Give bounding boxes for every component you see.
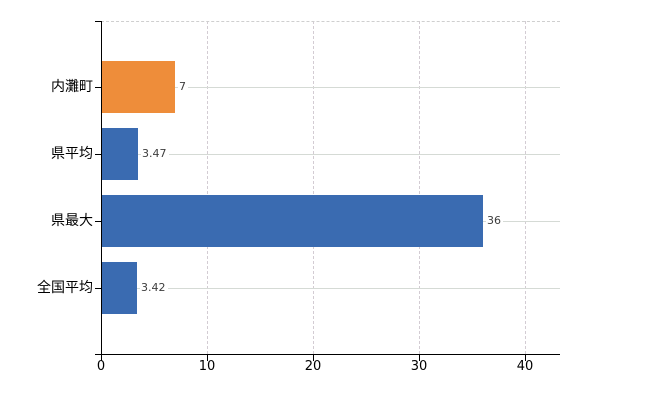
vertical-gridline: [313, 21, 314, 354]
category-label: 内灘町: [51, 79, 93, 95]
vertical-gridline: [207, 21, 208, 354]
bar: [102, 61, 175, 113]
bar: [102, 128, 138, 180]
bar: [102, 195, 483, 247]
bar-value-label: 3.47: [141, 146, 169, 162]
x-tick-label: 10: [198, 359, 216, 374]
plot-top-border: [101, 21, 560, 22]
x-tick-label: 0: [96, 359, 106, 374]
vertical-gridline: [419, 21, 420, 354]
axis-tick: [101, 354, 102, 361]
horizontal-gridline: [102, 87, 560, 88]
horizontal-gridline: [102, 288, 560, 289]
category-label: 全国平均: [37, 280, 93, 296]
category-label: 県平均: [51, 146, 93, 162]
axis-tick: [525, 354, 526, 361]
x-tick-label: 20: [304, 359, 322, 374]
vertical-gridline: [525, 21, 526, 354]
bar: [102, 262, 137, 314]
x-tick-label: 40: [516, 359, 534, 374]
x-tick-label: 30: [410, 359, 428, 374]
axis-tick: [95, 354, 101, 355]
y-axis-line: [101, 21, 102, 355]
axis-tick: [207, 354, 208, 361]
bar-value-label: 7: [178, 79, 188, 95]
horizontal-gridline: [102, 154, 560, 155]
axis-tick: [95, 154, 101, 155]
x-axis-line: [95, 354, 560, 355]
axis-tick: [95, 288, 101, 289]
axis-tick: [313, 354, 314, 361]
category-label: 県最大: [51, 213, 93, 229]
bar-value-label: 36: [486, 213, 503, 229]
bar-value-label: 3.42: [140, 280, 168, 296]
axis-tick: [95, 21, 101, 22]
axis-tick: [419, 354, 420, 361]
axis-tick: [95, 87, 101, 88]
axis-tick: [95, 221, 101, 222]
